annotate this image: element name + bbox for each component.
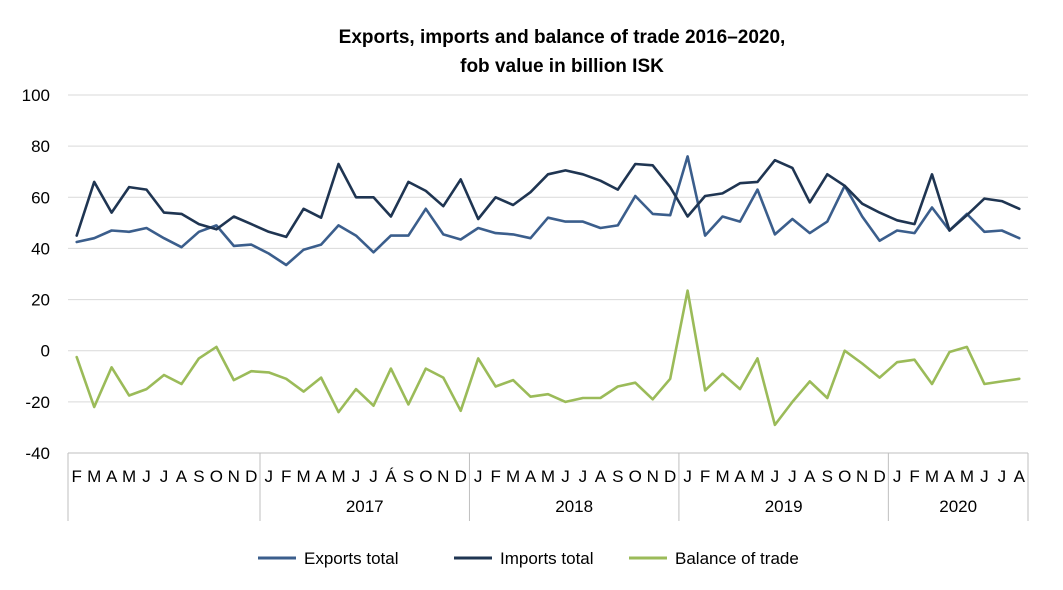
year-label: 2018 (555, 497, 593, 516)
y-tick-label: -20 (25, 393, 50, 412)
x-tick-label: N (437, 467, 449, 486)
x-tick-label: J (980, 467, 989, 486)
x-tick-label: O (838, 467, 851, 486)
x-tick-label: F (72, 467, 82, 486)
legend-label: Balance of trade (675, 549, 799, 568)
x-tick-label: J (788, 467, 797, 486)
x-tick-label: J (561, 467, 570, 486)
x-tick-label: J (264, 467, 273, 486)
x-tick-label: D (245, 467, 257, 486)
y-tick-label: -40 (25, 444, 50, 463)
x-tick-label: J (474, 467, 483, 486)
gridlines (68, 94, 1028, 454)
x-tick-label: M (122, 467, 136, 486)
x-tick-label: D (873, 467, 885, 486)
x-tick-label: J (142, 467, 151, 486)
x-tick-label: J (998, 467, 1007, 486)
x-tick-label: A (525, 467, 537, 486)
y-axis: 100 80 60 40 20 0 -20 -40 (22, 86, 50, 463)
y-tick-label: 20 (31, 291, 50, 310)
x-tick-label: J (579, 467, 588, 486)
x-tick-label: S (193, 467, 204, 486)
legend-label: Imports total (500, 549, 594, 568)
x-tick-label: S (822, 467, 833, 486)
series-line-exports-total (75, 155, 1021, 267)
x-tick-label: A (1014, 467, 1026, 486)
x-tick-label: S (403, 467, 414, 486)
x-tick-label: N (228, 467, 240, 486)
x-tick-label: A (106, 467, 118, 486)
x-tick-label: J (771, 467, 780, 486)
x-tick-label: O (210, 467, 223, 486)
year-label: 2017 (346, 497, 384, 516)
y-tick-label: 60 (31, 188, 50, 207)
series-line-imports-total (75, 158, 1021, 239)
x-tick-label: F (700, 467, 710, 486)
x-tick-label: A (944, 467, 956, 486)
x-tick-label: F (490, 467, 500, 486)
x-tick-label: D (664, 467, 676, 486)
x-tick-label: J (893, 467, 902, 486)
plot-lines (75, 155, 1021, 427)
y-tick-label: 100 (22, 86, 50, 105)
x-tick-label: J (683, 467, 692, 486)
year-label: 2019 (765, 497, 803, 516)
x-tick-label: M (715, 467, 729, 486)
x-tick-label: M (87, 467, 101, 486)
x-tick-label: M (506, 467, 520, 486)
x-tick-label: S (612, 467, 623, 486)
x-tick-label: A (595, 467, 607, 486)
y-tick-label: 80 (31, 137, 50, 156)
x-tick-label: M (960, 467, 974, 486)
x-tick-label: A (315, 467, 327, 486)
x-tick-label: M (750, 467, 764, 486)
x-tick-label: A (734, 467, 746, 486)
legend-label: Exports total (304, 549, 399, 568)
x-tick-label: M (331, 467, 345, 486)
x-tick-label: J (369, 467, 378, 486)
chart-title-line-2: fob value in billion ISK (460, 56, 664, 77)
x-tick-label: J (352, 467, 361, 486)
year-label: 2020 (939, 497, 977, 516)
chart-title-line-1: Exports, imports and balance of trade 20… (339, 27, 786, 48)
x-tick-label: N (856, 467, 868, 486)
x-tick-label: F (281, 467, 291, 486)
x-tick-label: D (455, 467, 467, 486)
y-tick-label: 40 (31, 239, 50, 258)
x-tick-label: M (925, 467, 939, 486)
series-line-balance-of-trade (75, 289, 1021, 427)
x-tick-label: J (160, 467, 169, 486)
x-tick-label: Á (385, 467, 397, 486)
x-tick-label: M (297, 467, 311, 486)
y-tick-label: 0 (41, 342, 50, 361)
x-tick-label: O (419, 467, 432, 486)
x-tick-label: N (647, 467, 659, 486)
x-tick-label: A (176, 467, 188, 486)
x-tick-label: M (541, 467, 555, 486)
legend: Exports total Imports total Balance of tra… (258, 549, 799, 568)
x-tick-label: A (804, 467, 816, 486)
x-tick-label: F (909, 467, 919, 486)
x-tick-label: O (629, 467, 642, 486)
